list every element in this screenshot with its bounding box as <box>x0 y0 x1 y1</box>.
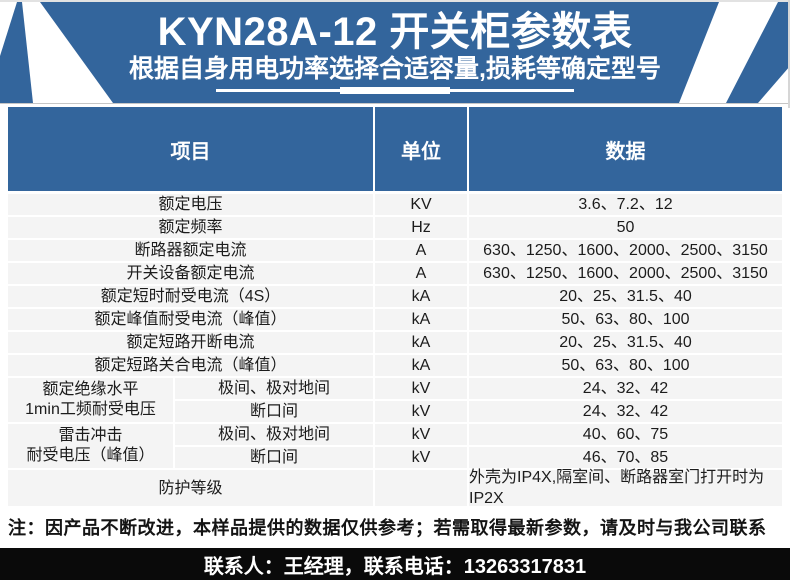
row-data-value: 630、1250、1600、2000、2500、3150 <box>483 242 768 259</box>
table-row: 开关设备额定电流 A 630、1250、1600、2000、2500、3150 <box>8 263 782 286</box>
page-title: KYN28A-12 开关柜参数表 <box>157 10 633 54</box>
banner: KYN28A-12 开关柜参数表 根据自身用电功率选择合适容量,损耗等确定型号 <box>0 2 790 104</box>
grouped-rows-section: 额定绝缘水平 1min工频耐受电压 极间、极对地间 kV 24、32、42 断口… <box>8 378 782 470</box>
diagonal-stripes-decoration <box>0 2 790 103</box>
sub-row-unit: kV <box>375 447 469 470</box>
sub-row-label: 极间、极对地间 <box>175 424 375 447</box>
row-unit-value <box>375 470 469 506</box>
sub-row-unit: kV <box>375 378 469 401</box>
contact-footer: 联系人：王经理，联系电话：13263317831 <box>0 548 790 580</box>
group-label-line2: 耐受电压（峰值） <box>26 447 155 464</box>
row-unit-value: A <box>375 240 469 261</box>
underline-thick-segment <box>340 87 450 94</box>
group-label-insulation: 额定绝缘水平 1min工频耐受电压 <box>8 378 175 424</box>
sub-row-data: 46、70、85 <box>469 447 782 470</box>
row-unit-value: kA <box>375 355 469 376</box>
row-item-label: 防护等级 <box>8 470 375 506</box>
right-edge-line <box>788 0 790 108</box>
row-data-value: 3.6、7.2、12 <box>578 196 673 213</box>
sub-row-data: 24、32、42 <box>469 378 782 401</box>
banner-table-gap <box>0 104 790 107</box>
row-item-label: 额定短路关合电流（峰值） <box>8 355 375 376</box>
column-header-unit: 单位 <box>375 107 469 191</box>
row-item-label: 额定电压 <box>8 194 375 215</box>
row-data-value: 外壳为IP4X,隔室间、断路器室门打开时为IP2X <box>469 469 765 507</box>
column-header-item: 项目 <box>8 107 375 191</box>
row-data-value: 20、25、31.5、40 <box>559 334 692 351</box>
table-row: 额定电压 KV 3.6、7.2、12 <box>8 194 782 217</box>
row-item-label: 额定频率 <box>8 217 375 238</box>
row-data-value: 20、25、31.5、40 <box>559 288 692 305</box>
row-item-label: 额定短时耐受电流（4S） <box>8 286 375 307</box>
sub-row-data: 40、60、75 <box>469 424 782 447</box>
disclaimer-note: 注：因产品不断改进，本样品提供的数据仅供参考；若需取得最新参数，请及时与我公司联… <box>8 518 767 538</box>
row-unit-value: Hz <box>375 217 469 238</box>
title-underline <box>216 87 574 94</box>
table-row: 断路器额定电流 A 630、1250、1600、2000、2500、3150 <box>8 240 782 263</box>
table-row: 额定频率 Hz 50 <box>8 217 782 240</box>
sub-row-unit: kV <box>375 401 469 424</box>
group-label-lightning: 雷击冲击 耐受电压（峰值） <box>8 424 175 470</box>
row-data-value: 630、1250、1600、2000、2500、3150 <box>483 265 768 282</box>
group-label-line1: 额定绝缘水平 <box>42 381 139 398</box>
row-item-label: 额定短路开断电流 <box>8 332 375 353</box>
table-row: 额定短路关合电流（峰值） kA 50、63、80、100 <box>8 355 782 378</box>
row-data-value: 50 <box>616 219 635 236</box>
page-subtitle: 根据自身用电功率选择合适容量,损耗等确定型号 <box>129 55 661 83</box>
row-unit-value: kA <box>375 332 469 353</box>
row-data-value: 50、63、80、100 <box>561 311 690 328</box>
row-unit-value: A <box>375 263 469 284</box>
top-edge-line <box>0 0 790 2</box>
table-row: 额定短路开断电流 kA 20、25、31.5、40 <box>8 332 782 355</box>
sub-row-unit: kV <box>375 424 469 447</box>
group-label-line1: 雷击冲击 <box>58 427 123 444</box>
row-unit-value: kA <box>375 309 469 330</box>
sub-row-label: 极间、极对地间 <box>175 378 375 401</box>
group-label-line2: 1min工频耐受电压 <box>25 401 156 418</box>
table-row: 额定峰值耐受电流（峰值） kA 50、63、80、100 <box>8 309 782 332</box>
row-data-value: 50、63、80、100 <box>561 357 690 374</box>
table-row-protection-level: 防护等级 外壳为IP4X,隔室间、断路器室门打开时为IP2X <box>8 469 782 508</box>
row-item-label: 开关设备额定电流 <box>8 263 375 284</box>
sub-row-label: 断口间 <box>175 401 375 424</box>
parameters-table: 项目 单位 数据 额定电压 KV 3.6、7.2、12 额定频率 Hz 50 断… <box>8 107 782 508</box>
row-unit-value: kA <box>375 286 469 307</box>
row-item-label: 额定峰值耐受电流（峰值） <box>8 309 375 330</box>
row-item-label: 断路器额定电流 <box>8 240 375 261</box>
row-unit-value: KV <box>375 194 469 215</box>
table-row: 额定短时耐受电流（4S） kA 20、25、31.5、40 <box>8 286 782 309</box>
sub-row-label: 断口间 <box>175 447 375 470</box>
contact-info: 联系人：王经理，联系电话：13263317831 <box>203 555 587 578</box>
table-header-row: 项目 单位 数据 <box>8 107 782 194</box>
sub-row-data: 24、32、42 <box>469 401 782 424</box>
column-header-data: 数据 <box>605 140 646 163</box>
